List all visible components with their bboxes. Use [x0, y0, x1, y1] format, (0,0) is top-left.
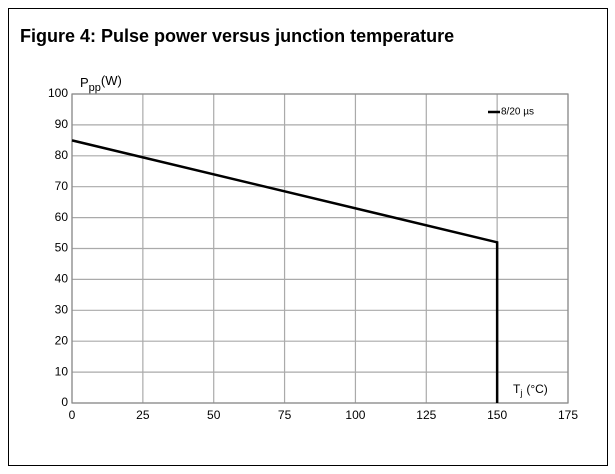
x-tick-label: 50: [207, 408, 221, 422]
x-tick-label: 150: [487, 408, 507, 422]
plot-frame: [71, 93, 569, 404]
x-tick-label: 175: [558, 408, 578, 422]
y-tick-label: 0: [61, 395, 68, 409]
x-tick-label: 125: [416, 408, 436, 422]
x-label-unit: (°C): [526, 382, 547, 396]
y-tick-label: 80: [55, 148, 69, 162]
x-label-sub: j: [519, 388, 522, 398]
chart-title: Figure 4: Pulse power versus junction te…: [20, 26, 454, 46]
x-tick-label: 25: [136, 408, 150, 422]
figure-frame: [8, 8, 608, 466]
y-label-main: P: [80, 75, 89, 90]
x-tick-label: 75: [278, 408, 292, 422]
y-tick-label: 20: [55, 333, 69, 347]
y-tick-label: 100: [48, 86, 68, 100]
y-tick-label: 10: [55, 364, 69, 378]
y-tick-label: 50: [55, 241, 69, 255]
y-axis-label: Ppp(W): [80, 73, 122, 93]
y-tick-label: 60: [55, 210, 69, 224]
y-tick-label: 40: [55, 272, 69, 286]
x-label-main: T: [513, 382, 521, 396]
y-tick-label: 90: [55, 117, 69, 131]
x-tick-label: 0: [69, 408, 76, 422]
y-label-sub: pp: [89, 82, 101, 94]
y-tick-label: 30: [55, 302, 69, 316]
y-tick-label: 70: [55, 179, 69, 193]
legend-label: 8/20 µs: [501, 107, 534, 118]
x-tick-label: 100: [345, 408, 365, 422]
x-axis-label: Tj (°C): [513, 382, 548, 398]
y-label-unit: (W): [101, 73, 122, 88]
data-line: [71, 139, 499, 403]
